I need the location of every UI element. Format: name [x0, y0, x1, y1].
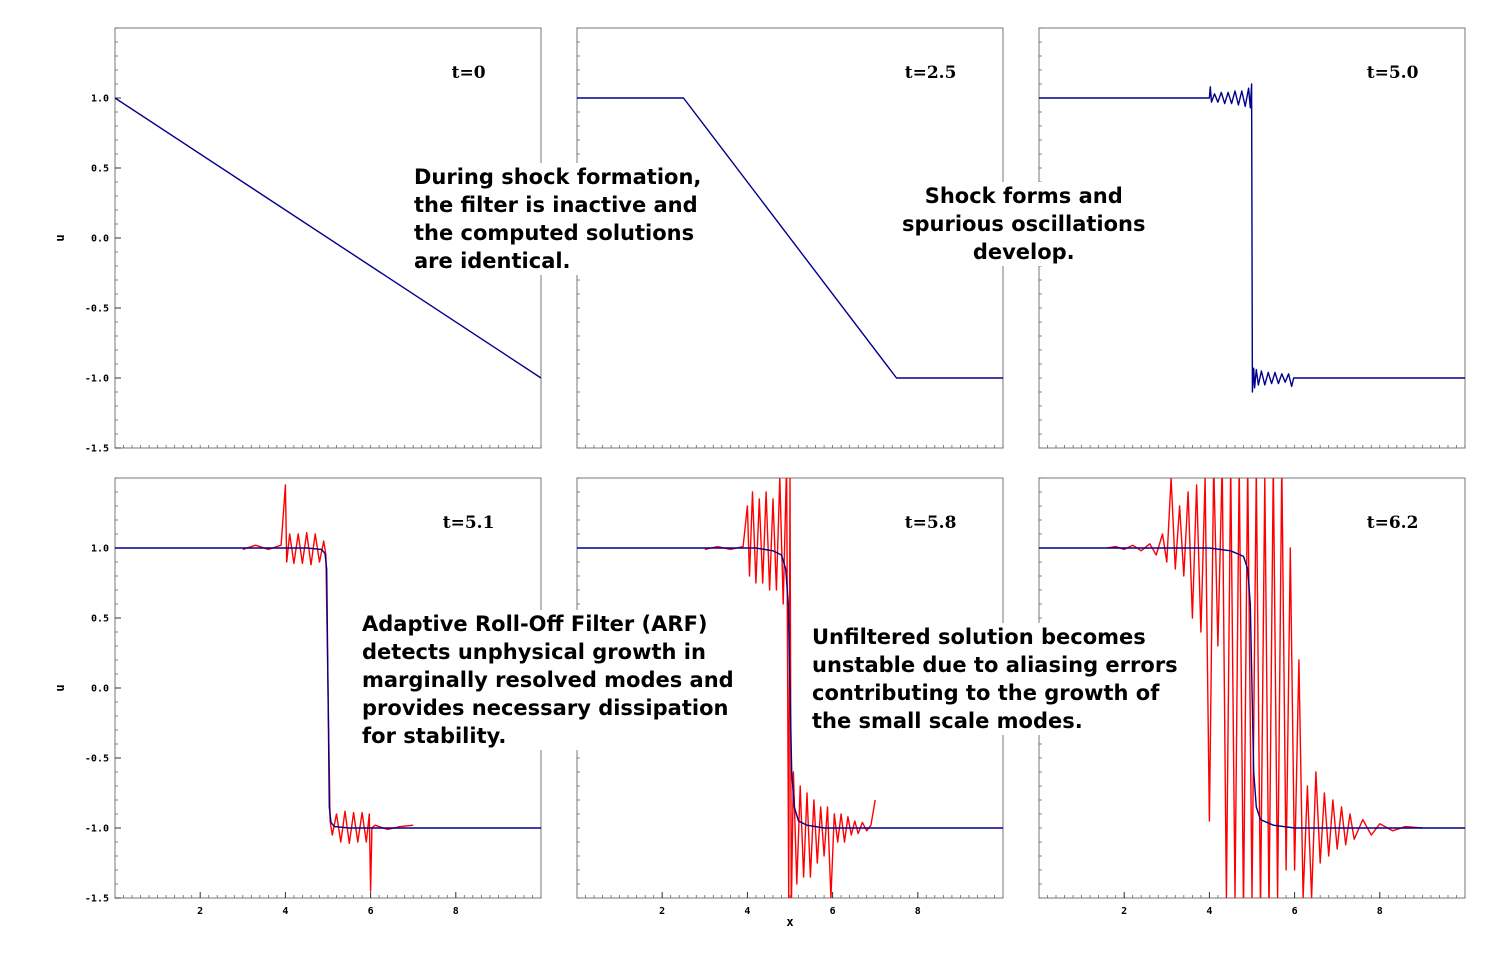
annotation-line: for stability.: [362, 724, 507, 748]
panel-title: t=5.0: [1367, 63, 1419, 83]
y-tick-label: 1.0: [91, 544, 109, 555]
series-line: [577, 547, 1003, 829]
y-tick-label: -1.5: [85, 894, 109, 905]
x-tick-label: 2: [1121, 906, 1127, 917]
x-tick-label: 8: [1377, 906, 1383, 917]
panel-title: t=2.5: [905, 63, 957, 83]
panel-title: t=6.2: [1367, 513, 1419, 533]
annotation-line: detects unphysical growth in: [362, 640, 706, 664]
x-tick-label: 8: [453, 906, 459, 917]
x-tick-label: 2: [659, 906, 665, 917]
series-line: [577, 97, 1003, 379]
x-axis-label: x: [786, 915, 793, 929]
x-tick-label: 4: [282, 906, 288, 917]
minor-ticks: [577, 477, 1004, 899]
x-tick-label: 6: [1292, 906, 1298, 917]
annotation-line: the filter is inactive and: [414, 193, 698, 217]
annotation-line: are identical.: [414, 249, 571, 273]
x-tick-label: 6: [368, 906, 374, 917]
annotation-line: develop.: [972, 240, 1075, 264]
x-tick-label: 4: [744, 906, 750, 917]
y-tick-label: 0.0: [91, 234, 109, 245]
annotation-line: the small scale modes.: [812, 709, 1083, 733]
series-line: [115, 547, 541, 829]
x-tick-label: 8: [915, 906, 921, 917]
y-axis-label: u: [53, 684, 67, 691]
annotation-line: the computed solutions: [414, 221, 695, 245]
annotation-line: Adaptive Roll-Off Filter (ARF): [362, 612, 708, 636]
annotation-line: marginally resolved modes and: [362, 668, 734, 692]
panel-title: t=5.1: [443, 513, 495, 533]
x-tick-label: 2: [197, 906, 203, 917]
y-tick-label: -0.5: [85, 304, 109, 315]
annotation-line: unstable due to aliasing errors: [812, 653, 1178, 677]
annotation-shock-forms: Shock forms and spurious oscillations de…: [900, 182, 1148, 266]
panel-title: t=5.8: [905, 513, 957, 533]
panel-title: t=0: [452, 63, 486, 83]
series-line: [115, 97, 541, 379]
annotation-line: During shock formation,: [414, 165, 702, 189]
y-tick-label: 1.0: [91, 94, 109, 105]
y-tick-label: -1.5: [85, 444, 109, 455]
y-axis-label: u: [53, 234, 67, 241]
y-tick-label: 0.0: [91, 684, 109, 695]
x-tick-label: 6: [830, 906, 836, 917]
annotation-arf: Adaptive Roll-Off Filter (ARF) detects u…: [360, 610, 736, 750]
series-line: [1039, 547, 1465, 829]
y-tick-label: -1.0: [85, 824, 109, 835]
annotation-line: provides necessary dissipation: [362, 696, 729, 720]
annotation-line: Unfiltered solution becomes: [812, 625, 1146, 649]
annotation-shock-formation: During shock formation, the filter is in…: [412, 163, 704, 275]
annotation-unfiltered: Unfiltered solution becomes unstable due…: [810, 623, 1180, 735]
y-tick-label: -1.0: [85, 374, 109, 385]
annotation-line: contributing to the growth of: [812, 681, 1160, 705]
x-tick-label: 4: [1206, 906, 1212, 917]
y-tick-label: 0.5: [91, 164, 109, 175]
y-tick-label: 0.5: [91, 614, 109, 625]
annotation-line: Shock forms and: [924, 184, 1123, 208]
y-tick-label: -0.5: [85, 754, 109, 765]
annotation-line: spurious oscillations: [902, 212, 1146, 236]
series-line: [1107, 478, 1423, 898]
series-line: [704, 478, 876, 898]
series-line: [1039, 83, 1465, 393]
minor-ticks: [577, 27, 1004, 449]
